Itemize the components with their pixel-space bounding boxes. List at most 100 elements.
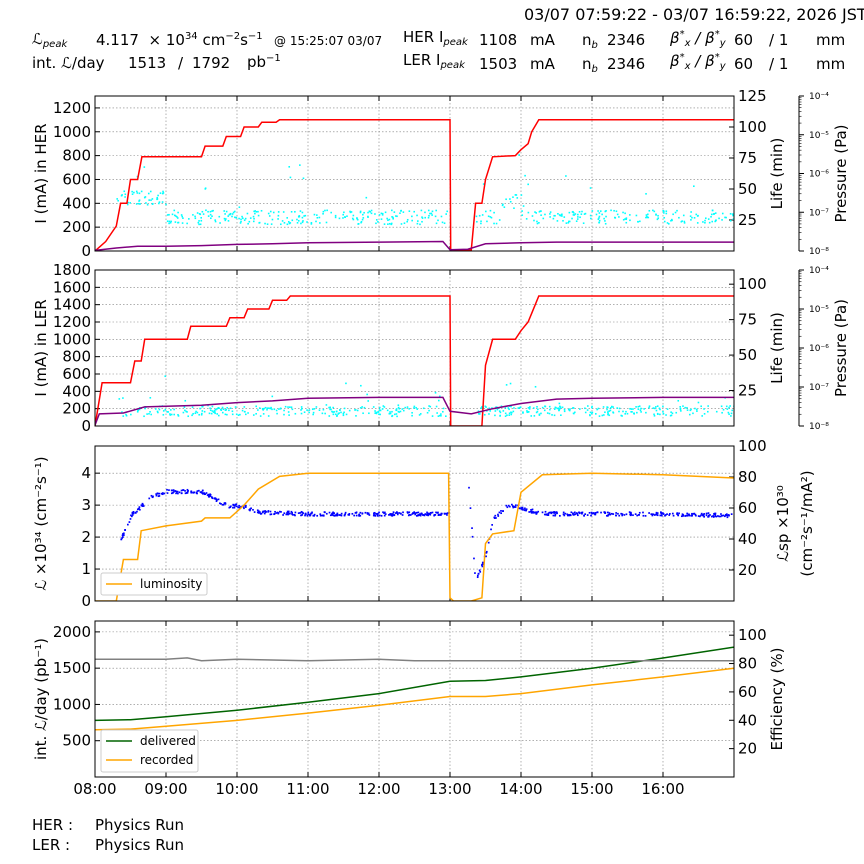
life-point: [438, 414, 441, 417]
specific-lumi-point: [219, 502, 221, 505]
life-point: [310, 223, 313, 225]
life-point: [720, 405, 723, 408]
specific-lumi-point: [578, 511, 580, 514]
specific-lumi-point: [662, 512, 664, 515]
life-point: [722, 408, 725, 411]
life-point: [731, 213, 734, 215]
life-point: [224, 413, 227, 416]
life-point: [182, 217, 184, 219]
specific-lumi-point: [427, 512, 430, 515]
life-point: [162, 410, 165, 412]
life-point: [299, 210, 302, 212]
life-point: [211, 210, 213, 212]
life-point: [616, 407, 619, 409]
specific-lumi-point: [429, 513, 432, 516]
specific-lumi-point: [607, 511, 609, 514]
life-point: [598, 219, 601, 222]
life-point: [710, 213, 713, 216]
life-point: [283, 413, 285, 416]
specific-lumi-point: [546, 514, 549, 516]
life-point: [413, 210, 416, 213]
life-point: [294, 412, 297, 415]
life-point: [269, 407, 272, 410]
life-point: [162, 414, 165, 416]
life-point: [219, 408, 222, 411]
life-point: [287, 406, 289, 408]
y2-tick-label: 25: [738, 211, 757, 229]
specific-lumi-point: [155, 493, 158, 495]
life-point: [362, 412, 364, 415]
life-point: [548, 405, 551, 408]
life-point: [257, 409, 259, 411]
life-point: [549, 213, 551, 215]
life-point: [684, 406, 686, 409]
specific-lumi-point: [555, 511, 557, 514]
life-point: [374, 410, 376, 412]
life-point: [196, 212, 199, 214]
life-point: [241, 409, 244, 412]
specific-lumi-point: [354, 512, 357, 514]
life-point: [329, 406, 331, 409]
specific-lumi-point: [339, 514, 342, 516]
specific-lumi-point: [187, 489, 189, 492]
life-point: [194, 217, 197, 220]
specific-lumi-point: [664, 514, 667, 516]
life-point: [504, 415, 507, 418]
specific-lumi-point: [478, 569, 481, 572]
life-point: [118, 398, 121, 400]
pressure-tick-label: 10⁻⁴: [809, 266, 829, 276]
life-point: [340, 411, 342, 414]
life-point: [169, 413, 171, 415]
life-point: [308, 409, 311, 411]
life-point: [693, 217, 696, 219]
specific-lumi-point: [359, 514, 362, 517]
specific-lumi-point: [525, 508, 528, 511]
life-point: [201, 210, 204, 213]
specific-lumi-point: [471, 535, 474, 538]
specific-lumi-point: [415, 514, 418, 517]
life-point: [169, 414, 172, 416]
specific-lumi-point: [332, 511, 334, 514]
life-point: [711, 209, 714, 212]
specific-lumi-point: [709, 514, 711, 516]
intl-unit: pb−1: [247, 53, 281, 71]
life-point: [148, 199, 150, 201]
specific-lumi-point: [157, 495, 160, 498]
life-point: [556, 407, 559, 410]
life-point: [554, 406, 557, 409]
life-point: [665, 212, 668, 215]
life-point: [162, 192, 165, 194]
life-point: [647, 216, 650, 219]
specific-lumi-point: [174, 490, 177, 492]
life-point: [231, 215, 233, 218]
specific-lumi-point: [202, 492, 205, 495]
specific-lumi-point: [513, 505, 515, 508]
x-tick-label: 10:00: [215, 780, 258, 798]
life-point: [558, 214, 561, 216]
specific-lumi-point: [270, 513, 273, 516]
specific-lumi-point: [373, 513, 375, 516]
life-point: [415, 406, 417, 409]
life-point: [596, 408, 598, 411]
specific-lumi-point: [414, 513, 417, 516]
specific-lumi-point: [390, 513, 392, 515]
life-point: [188, 218, 190, 220]
specific-lumi-point: [530, 511, 533, 514]
life-point: [413, 405, 416, 408]
specific-lumi-point: [368, 514, 371, 516]
life-point: [355, 415, 357, 417]
life-point: [583, 213, 586, 215]
life-point: [646, 215, 648, 218]
life-point: [338, 217, 341, 220]
specific-lumi-point: [718, 515, 721, 518]
specific-lumi-point: [347, 513, 350, 516]
life-point: [490, 216, 493, 219]
life-point: [604, 210, 607, 213]
specific-lumi-point: [234, 503, 237, 506]
y2-tick-label: 50: [738, 346, 757, 364]
life-point: [540, 214, 542, 217]
life-point: [369, 211, 371, 213]
life-point: [356, 409, 359, 412]
specific-lumi-point: [335, 513, 338, 516]
specific-lumi-point: [172, 492, 174, 494]
